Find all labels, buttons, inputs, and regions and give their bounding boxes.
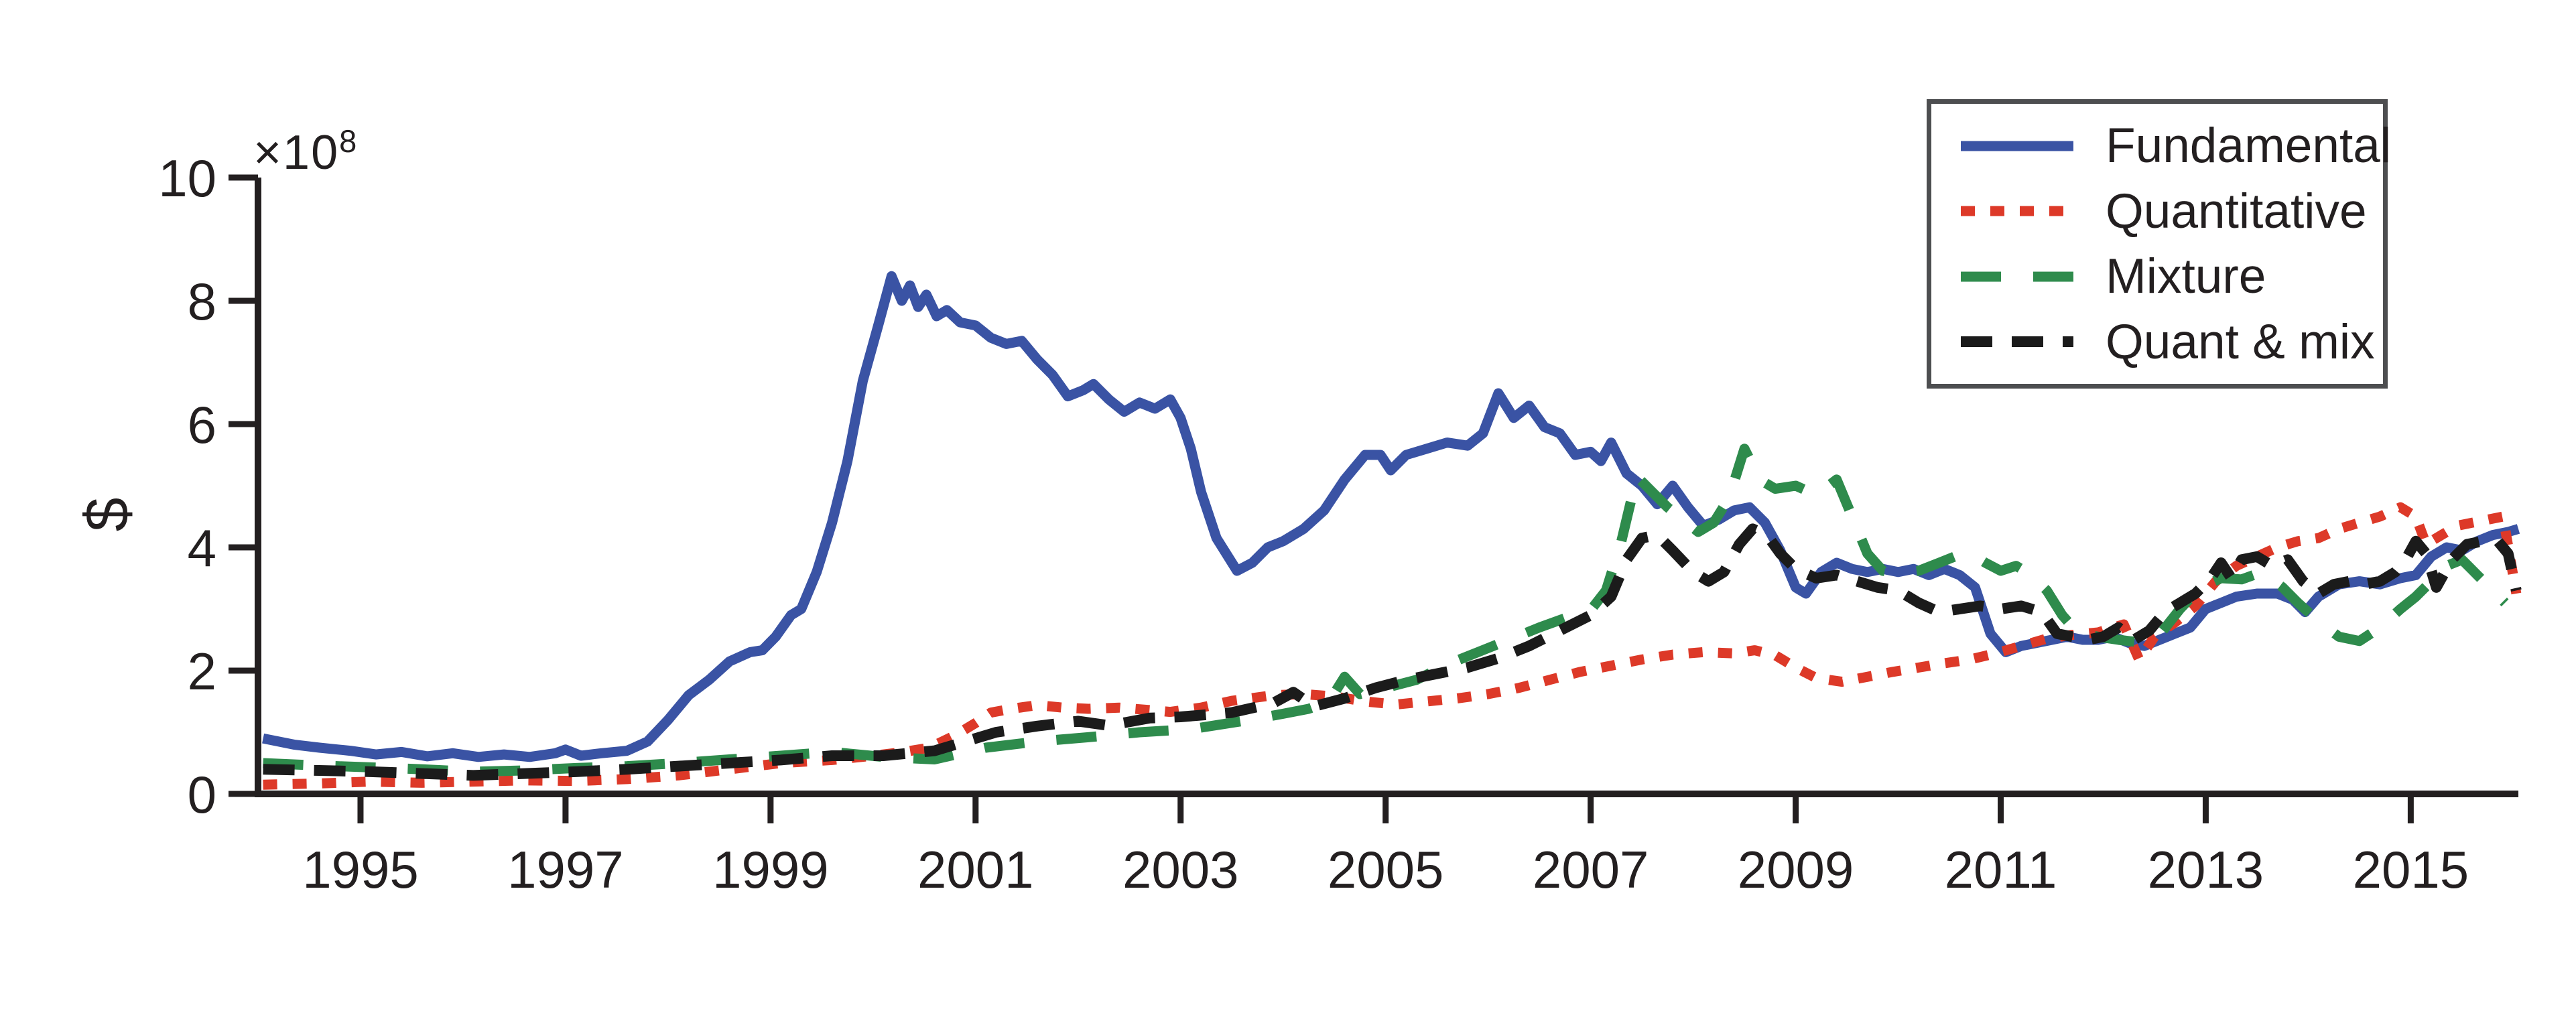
y-tick-label: 2 [188, 642, 216, 701]
y-axis-scale-exponent: 8 [339, 123, 359, 159]
legend-swatch-mixture-line [1961, 271, 2073, 282]
y-tick-label: 0 [188, 765, 216, 824]
x-tick-label: 2007 [1533, 840, 1649, 899]
legend-item-quant-and-mix: Quant & mix [1957, 313, 2383, 370]
x-tick-label: 2009 [1738, 840, 1854, 899]
legend-label-fundamental: Fundamental [2106, 119, 2392, 174]
x-tick-label: 1995 [302, 840, 419, 899]
legend-swatch-quant-and-mix-line [1961, 336, 2073, 348]
y-tick-label: 8 [188, 272, 216, 331]
x-tick-label: 2005 [1328, 840, 1444, 899]
legend-swatch-quantitative-line [1961, 206, 2073, 216]
legend-label-mixture: Mixture [2106, 249, 2266, 304]
y-tick-label: 4 [188, 519, 216, 578]
y-tick-label: 10 [158, 149, 216, 208]
y-axis-scale-label: ×108 [253, 125, 358, 180]
legend-item-quantitative: Quantitative [1957, 182, 2383, 240]
y-axis-title: $ [73, 497, 141, 532]
series-line-mixture [263, 444, 2509, 777]
x-tick-label: 1997 [507, 840, 624, 899]
x-tick-label: 1999 [712, 840, 829, 899]
legend-label-quant-and-mix: Quant & mix [2106, 314, 2375, 369]
x-tick-label: 2013 [2148, 840, 2264, 899]
x-tick-label: 2001 [917, 840, 1034, 899]
y-tick-label: 6 [188, 395, 216, 454]
legend-item-fundamental: Fundamental [1957, 117, 2391, 175]
series-line-quantitative [263, 502, 2522, 790]
y-axis-scale-prefix: ×10 [253, 126, 340, 180]
x-tick-label: 2003 [1122, 840, 1239, 899]
legend-swatch-fundamental-line [1961, 141, 2073, 151]
series-line-fundamental [262, 271, 2520, 762]
legend-item-mixture: Mixture [1957, 248, 2383, 306]
series-line-quant-mix [263, 523, 2522, 781]
legend: Fundamental Quantitative Mixture Quant &… [1927, 99, 2391, 389]
legend-label-quantitative: Quantitative [2106, 184, 2367, 239]
x-tick-label: 2015 [2353, 840, 2469, 899]
x-tick-label: 2011 [1945, 840, 2057, 899]
